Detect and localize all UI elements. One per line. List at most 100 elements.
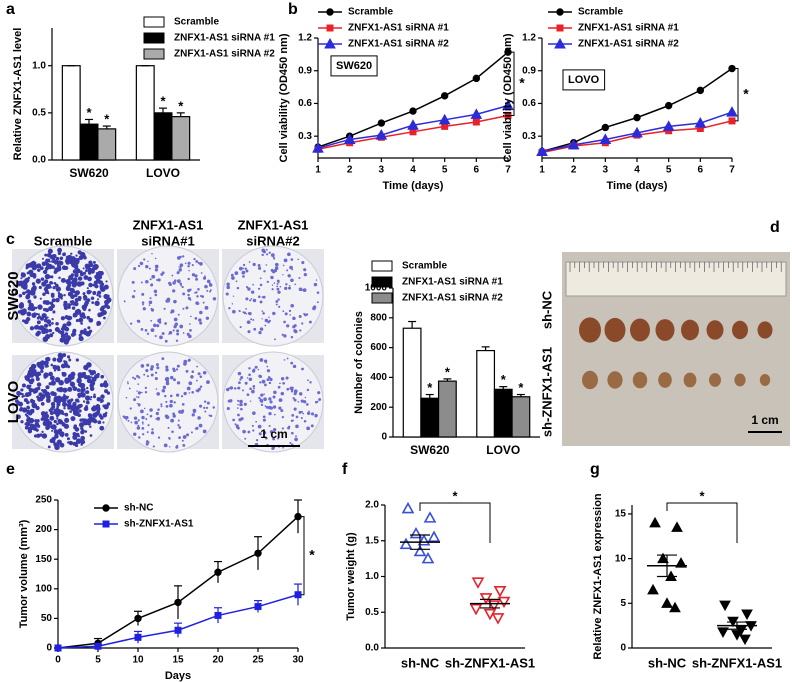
- point: [401, 501, 415, 514]
- legend-marker: [554, 37, 566, 49]
- colony: [298, 315, 302, 318]
- colony: [172, 329, 175, 332]
- colony: [252, 262, 256, 267]
- colony: [92, 412, 98, 418]
- colony: [136, 426, 141, 430]
- colony: [85, 400, 90, 405]
- colony: [18, 401, 24, 407]
- colony: [194, 317, 198, 320]
- colony: [265, 248, 268, 251]
- colony: [46, 264, 50, 268]
- colony: [33, 261, 37, 265]
- colony: [140, 328, 144, 331]
- colony: [58, 386, 64, 393]
- colony: [131, 295, 135, 299]
- colony: [153, 323, 157, 328]
- colony: [150, 431, 155, 435]
- colony: [260, 399, 264, 403]
- colony: [295, 435, 297, 438]
- colony: [168, 331, 173, 335]
- tumor: [658, 372, 672, 388]
- colony: [243, 311, 247, 315]
- colony: [72, 290, 76, 294]
- colony: [82, 292, 86, 296]
- colony: [246, 393, 250, 397]
- colony: [65, 279, 71, 285]
- point: [741, 609, 753, 621]
- colony: [80, 435, 85, 441]
- colony: [88, 282, 93, 288]
- colony: [46, 364, 49, 368]
- colony: [63, 406, 66, 410]
- colony: [33, 325, 39, 330]
- colony: [245, 313, 248, 315]
- colony: [88, 308, 91, 312]
- colony: [184, 262, 187, 265]
- colony: [21, 395, 24, 398]
- colony: [105, 280, 108, 283]
- panel-label: c: [6, 231, 15, 248]
- colony: [186, 386, 191, 391]
- colony: [46, 316, 49, 319]
- x-tick-label: 1: [315, 165, 321, 176]
- colony: [77, 295, 82, 300]
- significance: *: [86, 105, 92, 120]
- colony: [266, 369, 271, 373]
- colony: [202, 301, 205, 304]
- colony: [268, 424, 271, 428]
- colony: [57, 329, 62, 334]
- x-tick-label: 5: [666, 165, 672, 176]
- colony: [52, 286, 56, 290]
- colony: [26, 271, 30, 275]
- colony: [261, 379, 266, 384]
- colony: [87, 268, 93, 274]
- colony: [37, 424, 41, 428]
- colony: [264, 405, 267, 408]
- point: [728, 64, 736, 73]
- colony: [56, 446, 59, 449]
- point: [472, 74, 481, 83]
- bar: [79, 123, 99, 161]
- colony: [87, 326, 91, 330]
- colony: [93, 393, 96, 396]
- colony: [49, 375, 55, 381]
- colony: [139, 261, 144, 266]
- colony: [187, 277, 190, 281]
- colony: [258, 396, 261, 400]
- colony: [234, 271, 239, 275]
- colony: [100, 311, 105, 317]
- legend-swatch: [371, 276, 393, 288]
- colony: [77, 276, 83, 281]
- colony: [169, 375, 174, 380]
- tumor: [582, 370, 598, 390]
- colony: [258, 266, 262, 270]
- y-axis-label: Relative ZNFX1-AS1 level: [12, 28, 24, 161]
- x-axis-label: Time (days): [383, 180, 444, 192]
- point: [471, 577, 485, 589]
- colony: [79, 272, 84, 277]
- colony: [36, 371, 41, 377]
- colony: [208, 414, 211, 417]
- colony: [298, 410, 302, 414]
- y-tick-label: 0.9: [298, 65, 312, 76]
- colony: [175, 339, 179, 342]
- legend-marker: [102, 520, 110, 528]
- legend-label: ZNFX1-AS1 siRNA #2: [174, 49, 275, 60]
- colony: [50, 294, 55, 298]
- column-label: Scramble: [34, 233, 93, 248]
- colony: [294, 437, 298, 442]
- colony: [40, 411, 46, 417]
- tumor: [630, 318, 650, 342]
- legend-marker: [324, 37, 336, 49]
- colony: [93, 374, 99, 379]
- colony: [45, 411, 48, 414]
- colony: [232, 309, 236, 314]
- colony: [298, 392, 303, 396]
- point: [726, 106, 738, 117]
- colony: [290, 335, 294, 339]
- colony: [78, 335, 84, 342]
- colony: [25, 421, 31, 427]
- colony: [171, 274, 174, 277]
- colony: [148, 267, 151, 270]
- colony: [245, 269, 249, 273]
